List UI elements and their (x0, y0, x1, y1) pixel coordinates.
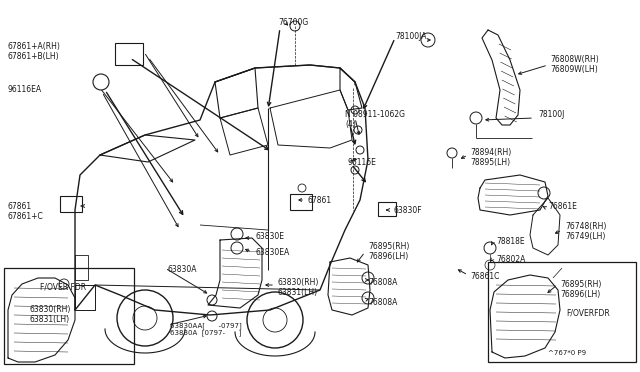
Text: 63830AA[      -0797]
63830A  [0797-      ]: 63830AA[ -0797] 63830A [0797- ] (170, 322, 242, 337)
Text: 78894(RH)
78895(LH): 78894(RH) 78895(LH) (470, 148, 511, 167)
Text: 67861+A(RH)
67861+B(LH): 67861+A(RH) 67861+B(LH) (8, 42, 61, 61)
Text: 76808W(RH)
76809W(LH): 76808W(RH) 76809W(LH) (550, 55, 599, 74)
Bar (60, 196, 82, 212)
Text: F/OVERFDR: F/OVERFDR (566, 308, 610, 317)
Text: 76700G: 76700G (278, 18, 308, 27)
Bar (4, 268, 134, 364)
Text: 67861
67861+C: 67861 67861+C (8, 202, 44, 221)
Text: ^767*0 P9: ^767*0 P9 (548, 350, 586, 356)
Text: N 08911-1062G
(4): N 08911-1062G (4) (345, 110, 405, 129)
Text: F/OVER FDR: F/OVER FDR (40, 282, 86, 291)
Text: 76861E: 76861E (548, 202, 577, 211)
Text: 67861: 67861 (308, 196, 332, 205)
Text: 63830A: 63830A (168, 265, 198, 274)
Text: 78100JA: 78100JA (395, 32, 426, 41)
Text: 78818E: 78818E (496, 237, 525, 246)
Text: 76808A: 76808A (368, 278, 397, 287)
Text: 76808A: 76808A (368, 298, 397, 307)
Text: 63830EA: 63830EA (255, 248, 289, 257)
Text: 96116EA: 96116EA (8, 85, 42, 94)
Text: 76802A: 76802A (496, 255, 525, 264)
Bar (115, 43, 143, 65)
Text: 63830E: 63830E (255, 232, 284, 241)
Bar (290, 194, 312, 210)
Text: 78100J: 78100J (538, 110, 564, 119)
Bar (488, 262, 636, 362)
Text: 63830(RH)
63831(LH): 63830(RH) 63831(LH) (278, 278, 319, 297)
Text: 76748(RH)
76749(LH): 76748(RH) 76749(LH) (565, 222, 606, 241)
Text: 76861C: 76861C (470, 272, 499, 281)
Bar (378, 202, 396, 216)
Text: 63830F: 63830F (393, 206, 422, 215)
Text: 96116E: 96116E (348, 158, 377, 167)
Text: 76895(RH)
76896(LH): 76895(RH) 76896(LH) (368, 242, 410, 262)
Text: 63830(RH)
63831(LH): 63830(RH) 63831(LH) (30, 305, 72, 324)
Text: 76895(RH)
76896(LH): 76895(RH) 76896(LH) (560, 280, 602, 299)
